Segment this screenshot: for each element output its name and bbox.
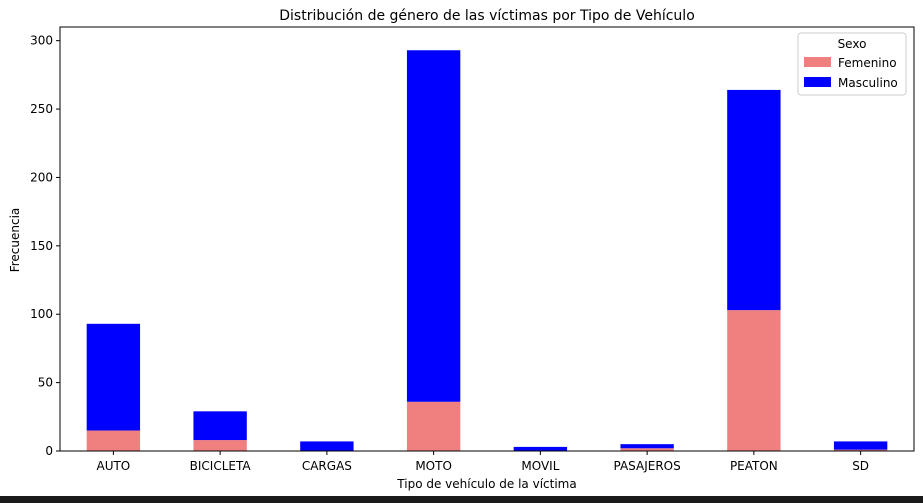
x-tick-label: CARGAS xyxy=(302,459,352,473)
bar-masculino-movil xyxy=(513,446,568,451)
bar-femenino-bicicleta xyxy=(193,440,247,451)
plot-frame xyxy=(59,26,915,452)
bar-femenino-sd xyxy=(833,449,888,451)
x-axis: AUTO BICICLETA CARGAS MOTO MOVIL PASAJEROS PEA… xyxy=(96,451,869,473)
x-tick-label: PASAJEROS xyxy=(614,459,681,473)
legend-swatch-masculino xyxy=(804,77,831,87)
y-tick-label: 300 xyxy=(30,34,53,48)
legend-label-femenino: Femenino xyxy=(838,56,897,70)
legend-swatch-femenino xyxy=(804,57,831,67)
bar-femenino-peaton xyxy=(727,310,781,451)
legend-label-masculino: Masculino xyxy=(838,76,898,90)
bars-group xyxy=(86,50,888,451)
x-tick-label: BICICLETA xyxy=(190,459,252,473)
x-axis-label: Tipo de vehículo de la víctima xyxy=(396,477,576,491)
chart-title: Distribución de género de las víctimas p… xyxy=(279,8,695,24)
bar-femenino-auto xyxy=(86,430,141,451)
x-tick-label: MOTO xyxy=(415,459,452,473)
bar-femenino-pasajeros xyxy=(620,448,674,451)
window-bottom-edge xyxy=(0,496,923,503)
x-tick-label: PEATON xyxy=(730,459,778,473)
bar-masculino-peaton xyxy=(727,89,781,311)
y-axis: 0 50 100 150 200 250 300 xyxy=(30,34,60,458)
bar-masculino-cargas xyxy=(300,441,354,451)
y-tick-label: 0 xyxy=(45,444,53,458)
bar-masculino-auto xyxy=(86,323,141,431)
y-tick-label: 50 xyxy=(38,376,53,390)
bar-masculino-moto xyxy=(406,50,461,402)
legend: Sexo Femenino Masculino xyxy=(797,32,907,96)
y-tick-label: 250 xyxy=(30,102,53,116)
bar-masculino-bicicleta xyxy=(193,411,247,441)
bar-femenino-moto xyxy=(406,401,461,451)
y-tick-label: 100 xyxy=(30,307,53,321)
legend-title: Sexo xyxy=(838,37,867,51)
y-axis-label: Frecuencia xyxy=(8,208,22,273)
bar-masculino-pasajeros xyxy=(620,444,674,449)
y-tick-label: 150 xyxy=(30,239,53,253)
x-tick-label: AUTO xyxy=(96,459,130,473)
x-tick-label: SD xyxy=(852,459,869,473)
bar-masculino-sd xyxy=(833,441,888,450)
y-tick-label: 200 xyxy=(30,170,53,184)
x-tick-label: MOVIL xyxy=(521,459,559,473)
